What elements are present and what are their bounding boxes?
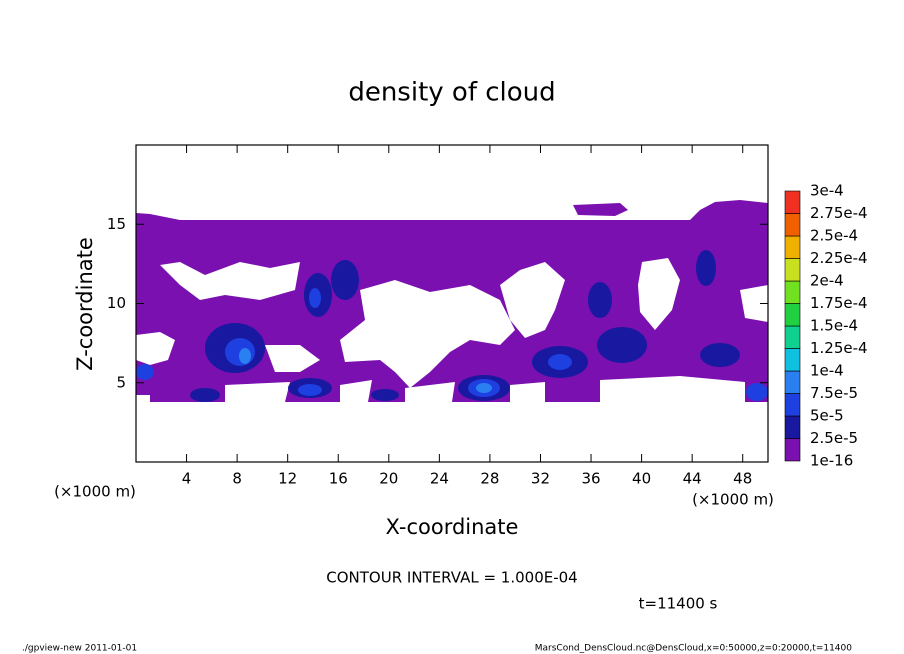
colorbar-label: 7.5e-5 bbox=[810, 384, 858, 402]
colorbar-label: 2.75e-4 bbox=[810, 204, 868, 222]
colorbar-box bbox=[784, 438, 801, 462]
footer-right: MarsCond_DensCloud.nc@DensCloud,x=0:5000… bbox=[535, 644, 852, 654]
x-tick-label: 20 bbox=[379, 470, 398, 488]
x-unit: (×1000 m) bbox=[692, 491, 774, 509]
colorbar-label: 2.25e-4 bbox=[810, 249, 868, 267]
colorbar-label: 2.5e-5 bbox=[810, 429, 858, 447]
y-tick-label: 5 bbox=[116, 373, 126, 391]
colorbar-box bbox=[784, 213, 801, 237]
x-tick-label: 40 bbox=[632, 470, 651, 488]
x-tick-label: 44 bbox=[683, 470, 702, 488]
contour-interval: CONTOUR INTERVAL = 1.000E-04 bbox=[326, 569, 577, 587]
colorbar-box bbox=[784, 235, 801, 259]
colorbar-box bbox=[784, 393, 801, 417]
y-tick-label: 10 bbox=[107, 294, 126, 312]
contour-blobs bbox=[136, 250, 768, 402]
colorbar-box bbox=[784, 258, 801, 282]
x-unit: (×1000 m) bbox=[54, 483, 136, 501]
x-tick-label: 28 bbox=[480, 470, 499, 488]
x-tick-label: 8 bbox=[232, 470, 242, 488]
x-axis-label: X-coordinate bbox=[386, 515, 519, 539]
colorbar-box bbox=[784, 370, 801, 394]
y-axis-label: Z-coordinate bbox=[73, 237, 97, 371]
colorbar-label: 1.5e-4 bbox=[810, 317, 858, 335]
colorbar-label: 3e-4 bbox=[810, 182, 844, 200]
contour-gap bbox=[136, 258, 768, 402]
x-tick-label: 36 bbox=[581, 470, 600, 488]
colorbar-box bbox=[784, 303, 801, 327]
colorbar-label: 5e-5 bbox=[810, 407, 844, 425]
colorbar-box bbox=[784, 190, 801, 214]
contour-region bbox=[573, 203, 628, 216]
colorbar-label: 1e-16 bbox=[810, 452, 853, 470]
colorbar-label: 2e-4 bbox=[810, 272, 844, 290]
x-tick-label: 24 bbox=[430, 470, 449, 488]
y-tick-label: 15 bbox=[107, 215, 126, 233]
x-tick-label: 48 bbox=[733, 470, 752, 488]
colorbar-label: 1e-4 bbox=[810, 362, 844, 380]
x-tick-label: 4 bbox=[182, 470, 192, 488]
colorbar-label: 2.5e-4 bbox=[810, 227, 858, 245]
contour-field bbox=[136, 200, 768, 402]
colorbar-box bbox=[784, 348, 801, 372]
x-tick-label: 12 bbox=[278, 470, 297, 488]
colorbar-label: 1.75e-4 bbox=[810, 294, 868, 312]
chart-title: density of cloud bbox=[348, 78, 555, 108]
x-tick-label: 32 bbox=[531, 470, 550, 488]
colorbar-box bbox=[784, 325, 801, 349]
colorbar-label: 1.25e-4 bbox=[810, 339, 868, 357]
colorbar-box bbox=[784, 415, 801, 439]
colorbar-box bbox=[784, 280, 801, 304]
time-label: t=11400 s bbox=[639, 595, 718, 613]
footer-left: ./gpview-new 2011-01-01 bbox=[22, 644, 137, 654]
x-tick-label: 16 bbox=[329, 470, 348, 488]
